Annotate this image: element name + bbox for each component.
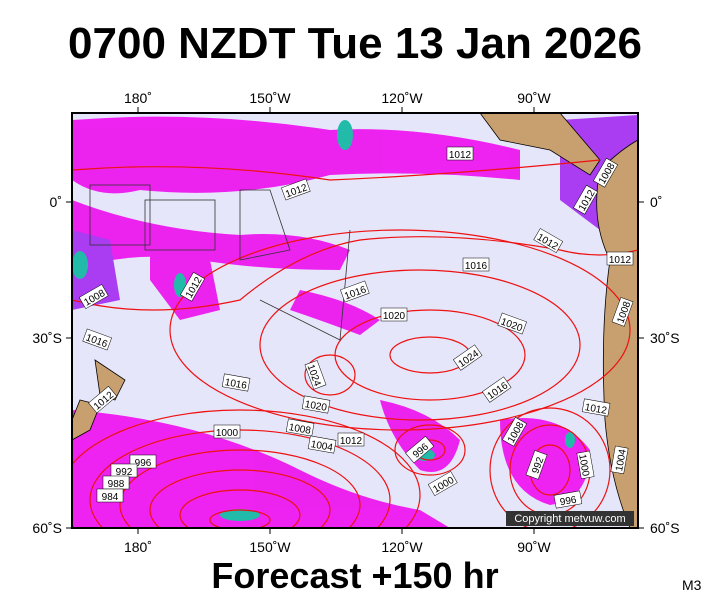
isobar-label-text: 988 xyxy=(108,479,125,490)
isobar-label: 1004 xyxy=(307,435,337,454)
isobar-label-box xyxy=(502,416,528,447)
isobar-label-box xyxy=(285,418,315,437)
isobar-label: 1020 xyxy=(301,395,331,414)
heavy-precipitation xyxy=(72,120,575,521)
isobar-label-text: 996 xyxy=(559,495,578,509)
isobar-label-box xyxy=(380,307,408,322)
isobar-label-text: 996 xyxy=(135,458,152,469)
isobar-label: 988 xyxy=(102,475,130,490)
isobar-label-box xyxy=(611,297,634,327)
isobar-label: 992 xyxy=(110,463,138,478)
isobar-label-box xyxy=(82,328,112,351)
isobar-label-box xyxy=(553,490,583,509)
isobar-label-box xyxy=(96,488,124,503)
isobar-label: 1000 xyxy=(576,450,595,480)
isobar-label-text: 1004 xyxy=(614,448,629,472)
isobar-label-box xyxy=(221,373,251,392)
isobar-label-box xyxy=(213,424,241,439)
isobar-label: 1008 xyxy=(285,418,315,437)
isobar-label-text: 1000 xyxy=(576,453,591,477)
isobar-label-box xyxy=(573,184,599,215)
isobar-label-text: 1016 xyxy=(465,261,488,272)
isobar-label-box xyxy=(337,432,365,447)
isobar-label-text: 1012 xyxy=(584,402,608,417)
isobar-label: 996 xyxy=(553,490,583,509)
axis-labels: 180˚ 180˚ 150˚W 150˚W 120˚W 120˚W 90˚W 90˚W 0˚ 0˚… xyxy=(32,90,679,555)
isobar-label-text: 1004 xyxy=(310,439,334,454)
isobar-label-text: 1008 xyxy=(288,422,312,437)
isobar-label: 984 xyxy=(96,488,124,503)
bottom-axis-label: 180˚ xyxy=(124,539,152,555)
left-axis-label: 30˚S xyxy=(32,330,62,346)
isobar-label-box xyxy=(462,257,490,272)
isobar-label-text: 1020 xyxy=(304,399,328,414)
left-axis-label: 0˚ xyxy=(50,194,62,210)
left-axis-label: 60˚S xyxy=(32,520,62,536)
isobar-label-box xyxy=(307,435,337,454)
top-axis-label: 180˚ xyxy=(124,90,152,106)
isobar-label: 1000 xyxy=(213,424,241,439)
isobar-label: 1012 xyxy=(446,146,474,161)
isobar-label-box xyxy=(446,146,474,161)
top-axis-label: 120˚W xyxy=(381,90,423,106)
isobar-label-box xyxy=(78,284,109,310)
isobar-label: 1020 xyxy=(380,307,408,322)
isobars xyxy=(72,159,638,528)
isobar-label-box xyxy=(452,344,483,371)
isobar-label-box xyxy=(405,435,435,464)
isobar-label-box xyxy=(88,385,118,414)
boundaries xyxy=(89,184,351,341)
isobar-label-text: 1016 xyxy=(224,377,248,392)
isobar-label-box xyxy=(606,251,634,266)
isobar-label-box xyxy=(481,376,512,403)
top-axis-label: 90˚W xyxy=(517,90,551,106)
isobar-label-text: 1012 xyxy=(449,150,472,161)
isobar-label-box xyxy=(497,312,527,335)
isobar-label-box xyxy=(533,228,564,254)
footer: Forecast +150 hr xyxy=(211,555,498,596)
top-axis-label: 150˚W xyxy=(249,90,291,106)
isobar-label-box xyxy=(281,178,311,201)
isobar-label-text: 1012 xyxy=(609,255,632,266)
isobar-label: 1016 xyxy=(462,257,490,272)
map-frame xyxy=(71,112,639,529)
isobar-label-box xyxy=(576,450,595,480)
isobar-label: 1016 xyxy=(221,373,251,392)
isobar-label-box xyxy=(340,280,370,303)
isobar-label-box xyxy=(301,395,331,414)
isobar-label: 1012 xyxy=(606,251,634,266)
right-axis-label: 60˚S xyxy=(650,520,680,536)
isobar-label-box xyxy=(427,471,458,497)
isobar-label-box xyxy=(525,450,548,480)
isobar-label-text: 1020 xyxy=(383,311,406,322)
bottom-axis-label: 150˚W xyxy=(249,539,291,555)
isobar-label-text: 1000 xyxy=(216,428,239,439)
bottom-axis-label: 120˚W xyxy=(381,539,423,555)
right-axis-label: 0˚ xyxy=(650,194,662,210)
isobar-label: 1012 xyxy=(581,398,611,417)
copyright-box xyxy=(506,511,634,526)
isobar-label-box xyxy=(180,271,206,302)
model-code: M3 xyxy=(682,577,702,593)
right-axis-label: 30˚S xyxy=(650,330,680,346)
copyright: Copyright metvuw.com xyxy=(514,513,625,525)
isobar-label-text: 992 xyxy=(116,467,133,478)
isobar-label-box xyxy=(304,360,327,390)
isobar-label: 1012 xyxy=(337,432,365,447)
isobar-label: 1004 xyxy=(610,445,629,475)
land xyxy=(72,113,638,528)
isobar-label-text: 1012 xyxy=(340,436,363,447)
title: 0700 NZDT Tue 13 Jan 2026 xyxy=(68,19,642,68)
isobar-label-text: 984 xyxy=(102,492,119,503)
isobar-label-box xyxy=(610,445,629,475)
isobar-label-box xyxy=(581,398,611,417)
isobar-label-box xyxy=(593,157,619,188)
frame-ticks xyxy=(66,107,644,534)
bottom-axis-label: 90˚W xyxy=(517,539,551,555)
